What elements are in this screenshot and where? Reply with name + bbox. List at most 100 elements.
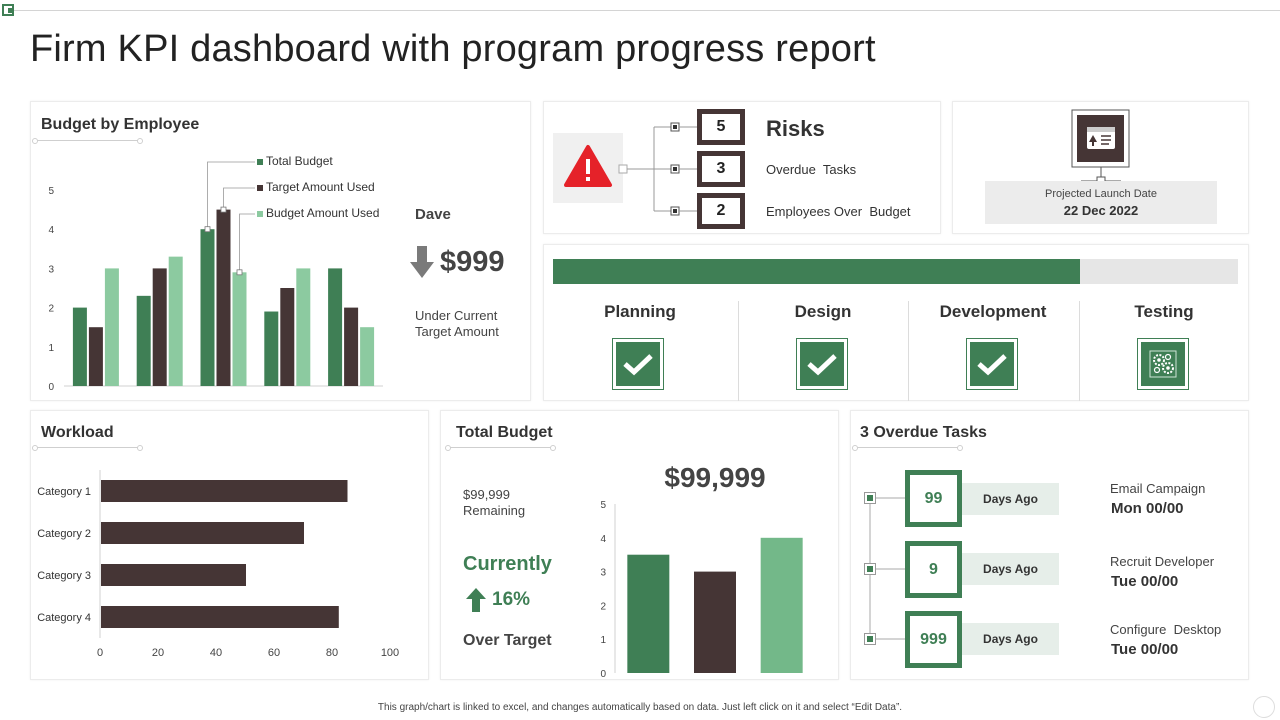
- employees-over-budget-label: Employees Over Budget: [766, 204, 911, 219]
- overdue-task-date: Tue 00/00: [1111, 573, 1179, 590]
- checkmark-icon: [807, 354, 837, 376]
- y-tick-label: 0: [600, 669, 606, 680]
- y-tick-label: 3: [600, 568, 606, 579]
- y-tick-label: 1: [600, 635, 606, 646]
- phase-design-label: Design: [794, 302, 852, 321]
- legend-leader: [239, 213, 255, 273]
- bar-total-budget: [264, 311, 279, 386]
- employee-subtitle: Under Current Target Amount: [415, 308, 515, 340]
- currently-label: Currently: [463, 553, 552, 575]
- budget-remaining: $99,999 Remaining: [463, 487, 583, 519]
- launch-date-value: 22 Dec 2022: [1063, 203, 1139, 218]
- workload-bar: [101, 606, 339, 628]
- overdue-bullet: [864, 633, 876, 645]
- legend-leader: [223, 187, 255, 210]
- checkmark-icon: [977, 354, 1007, 376]
- overdue-days-count: 999: [905, 611, 962, 668]
- overdue-task-date: Mon 00/00: [1111, 500, 1184, 517]
- total-budget-bar: [694, 571, 736, 673]
- overdue-days-count: 99: [905, 470, 962, 527]
- category-label: Category 3: [37, 570, 91, 582]
- phase-planning-check: [612, 338, 664, 390]
- risk-count-box: 5: [697, 109, 745, 145]
- warning-icon-box: [553, 133, 623, 203]
- x-tick-label: 100: [381, 647, 399, 659]
- phase-testing: Testing: [1079, 302, 1249, 390]
- overdue-bullet: [864, 492, 876, 504]
- total-budget-chart[interactable]: 0 1 2 3 4 5: [590, 495, 825, 680]
- overdue-days-label: Days Ago: [962, 553, 1059, 585]
- legend-swatch: [257, 185, 263, 191]
- calendar-board-icon: [1071, 109, 1130, 186]
- overdue-days-count: 9: [905, 541, 962, 598]
- bar-budget-amount-used: [296, 268, 311, 386]
- launch-date-label: Projected Launch Date: [1045, 188, 1157, 200]
- workload-chart[interactable]: Category 1 Category 2 Category 3 Category 4…: [34, 460, 424, 670]
- total-budget-bar: [627, 554, 670, 673]
- employees-over-budget-count-box: 2: [697, 193, 745, 229]
- x-tick-label: 80: [326, 647, 338, 659]
- phase-design: Design: [738, 302, 908, 390]
- legend-leader: [207, 161, 255, 230]
- footnote: This graph/chart is linked to excel, and…: [377, 702, 903, 713]
- over-target-percent: 16%: [492, 589, 531, 610]
- employee-subtitle-line2: Target Amount: [415, 324, 499, 339]
- phase-planning: Planning: [555, 302, 725, 390]
- overdue-tasks-label: Overdue Tasks: [766, 162, 857, 177]
- bar-budget-amount-used: [104, 268, 119, 386]
- bar-total-budget: [200, 229, 215, 386]
- launch-date-box: Projected Launch Date 22 Dec 2022: [985, 181, 1217, 224]
- bar-target-amount-used: [344, 307, 359, 386]
- risk-connectors: [618, 122, 697, 216]
- x-tick-label: 60: [268, 647, 280, 659]
- corner-circle: [1253, 696, 1275, 718]
- y-tick-label: 5: [600, 500, 606, 511]
- total-budget-title-rule: [445, 445, 556, 451]
- overdue-task-date: Tue 00/00: [1111, 641, 1179, 658]
- overdue-task-name: Recruit Developer: [1110, 554, 1215, 569]
- budget-remaining-value: $99,999: [463, 487, 510, 502]
- total-budget-value: $99,999: [664, 462, 766, 493]
- bar-total-budget: [136, 295, 151, 386]
- bar-target-amount-used: [88, 327, 103, 386]
- overdue-bullet: [864, 563, 876, 575]
- over-target-label: Over Target: [463, 632, 552, 649]
- y-tick-label: 4: [48, 225, 54, 236]
- legend-marker: [220, 206, 227, 213]
- budget-remaining-label: Remaining: [463, 503, 526, 518]
- workload-panel-title: Workload: [41, 424, 114, 441]
- warning-icon: [564, 145, 612, 187]
- checkmark-icon: [623, 354, 653, 376]
- y-tick-label: 3: [48, 264, 54, 275]
- legend-marker: [236, 269, 243, 276]
- bar-budget-amount-used: [360, 327, 375, 386]
- phase-testing-label: Testing: [1134, 302, 1194, 321]
- category-label: Category 2: [37, 528, 91, 540]
- overdue-days-label: Days Ago: [962, 483, 1059, 515]
- total-budget-panel-title: Total Budget: [456, 424, 553, 441]
- bar-budget-amount-used: [168, 256, 183, 386]
- x-tick-label: 0: [97, 647, 103, 659]
- phase-planning-label: Planning: [604, 302, 676, 321]
- employee-subtitle-line1: Under Current: [415, 308, 498, 323]
- legend-label: Total Budget: [266, 154, 333, 168]
- employee-name: Dave: [415, 206, 451, 223]
- y-tick-label: 1: [48, 343, 54, 354]
- legend-label: Target Amount Used: [266, 180, 375, 194]
- phase-development-label: Development: [939, 302, 1047, 321]
- phase-development-check: [966, 338, 1018, 390]
- risks-title: Risks: [766, 116, 825, 141]
- budget-panel-title: Budget by Employee: [41, 116, 200, 133]
- overdue-task-name: Configure Desktop: [1110, 622, 1222, 637]
- x-tick-label: 20: [152, 647, 164, 659]
- budget-chart[interactable]: 0 1 2 3 4 5 Total Budget Target Amount Used Budg…: [40, 150, 400, 400]
- workload-bar: [101, 564, 246, 586]
- phase-design-check: [796, 338, 848, 390]
- y-tick-label: 0: [48, 382, 54, 393]
- bar-target-amount-used: [216, 209, 231, 386]
- phase-testing-icon-box: [1137, 338, 1189, 390]
- y-tick-label: 2: [600, 601, 606, 612]
- total-budget-bar: [760, 537, 803, 673]
- bar-total-budget: [328, 268, 343, 386]
- legend-swatch: [257, 159, 263, 165]
